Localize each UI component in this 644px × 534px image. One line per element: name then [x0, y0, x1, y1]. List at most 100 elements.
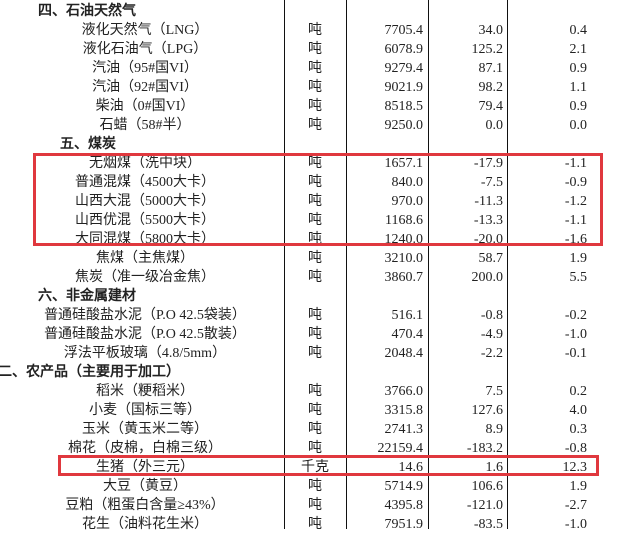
column-divider — [284, 0, 285, 529]
item-name: 汽油（95#国VI） — [92, 61, 198, 76]
price: 7705.4 — [384, 23, 424, 38]
unit: 千克 — [301, 460, 329, 475]
change: -121.0 — [466, 498, 503, 513]
unit: 吨 — [308, 232, 322, 247]
unit: 吨 — [308, 194, 322, 209]
item-name: 柴油（0#国VI） — [95, 99, 195, 114]
change: 98.2 — [478, 80, 504, 95]
table-row: 石蜡（58#半） 吨 9250.0 0.0 0.0 — [0, 116, 644, 135]
table-row: 汽油（95#国VI） 吨 9279.4 87.1 0.9 — [0, 59, 644, 78]
price: 840.0 — [391, 175, 424, 190]
price: 3860.7 — [384, 270, 424, 285]
change: -13.3 — [473, 213, 503, 228]
change-percent: 0.9 — [569, 99, 588, 114]
price: 4395.8 — [384, 498, 424, 513]
price: 5714.9 — [384, 479, 424, 494]
change-percent: 1.9 — [569, 251, 588, 266]
item-name: 大豆（黄豆） — [103, 479, 187, 494]
change-percent: -1.0 — [564, 517, 587, 532]
section-header-row: 四、石油天然气 — [0, 2, 644, 21]
item-name: 液化石油气（LPG） — [82, 42, 208, 57]
change: 34.0 — [478, 23, 504, 38]
table-row: 棉花（皮棉，白棉三级） 吨 22159.4 -183.2 -0.8 — [0, 439, 644, 458]
change-percent: -0.9 — [564, 175, 587, 190]
item-name: 小麦（国标三等） — [89, 403, 201, 418]
section-header-row: 六、非金属建材 — [0, 287, 644, 306]
change: 58.7 — [478, 251, 504, 266]
change-percent: 0.0 — [569, 118, 588, 133]
item-name: 山西大混（5000大卡） — [75, 194, 215, 209]
table-row: 山西优混（5500大卡） 吨 1168.6 -13.3 -1.1 — [0, 211, 644, 230]
unit: 吨 — [308, 156, 322, 171]
price: 7951.9 — [384, 517, 424, 532]
item-name: 焦煤（主焦煤） — [96, 251, 194, 266]
price: 6078.9 — [384, 42, 424, 57]
table-row: 大豆（黄豆） 吨 5714.9 106.6 1.9 — [0, 477, 644, 496]
change-percent: -2.7 — [564, 498, 587, 513]
change-percent: 0.2 — [569, 384, 588, 399]
change-percent: -0.1 — [564, 346, 587, 361]
price: 14.6 — [398, 460, 424, 475]
change-percent: -1.6 — [564, 232, 587, 247]
price: 3766.0 — [384, 384, 424, 399]
change-percent: 12.3 — [562, 460, 588, 475]
section-header-row: 二、农产品（主要用于加工） — [0, 363, 644, 382]
item-name: 稻米（粳稻米） — [96, 384, 194, 399]
section-title: 六、非金属建材 — [38, 289, 136, 304]
unit: 吨 — [308, 251, 322, 266]
table-row: 浮法平板玻璃（4.8/5mm） 吨 2048.4 -2.2 -0.1 — [0, 344, 644, 363]
unit: 吨 — [308, 384, 322, 399]
section-title: 五、煤炭 — [60, 137, 116, 152]
table-row: 稻米（粳稻米） 吨 3766.0 7.5 0.2 — [0, 382, 644, 401]
item-name: 汽油（92#国VI） — [92, 80, 198, 95]
unit: 吨 — [308, 422, 322, 437]
change: -11.3 — [474, 194, 503, 209]
item-name: 豆粕（粗蛋白含量≥43%） — [65, 498, 225, 513]
item-name: 山西优混（5500大卡） — [75, 213, 215, 228]
change: 1.6 — [485, 460, 504, 475]
change-percent: -0.8 — [564, 441, 587, 456]
change-percent: 1.9 — [569, 479, 588, 494]
unit: 吨 — [308, 61, 322, 76]
change: -4.9 — [480, 327, 503, 342]
change: 106.6 — [471, 479, 504, 494]
item-name: 石蜡（58#半） — [99, 118, 191, 133]
item-name: 普通硅酸盐水泥（P.O 42.5袋装） — [44, 308, 246, 323]
table-row: 普通硅酸盐水泥（P.O 42.5散装） 吨 470.4 -4.9 -1.0 — [0, 325, 644, 344]
column-divider — [428, 0, 429, 529]
table-row: 大同混煤（5800大卡） 吨 1240.0 -20.0 -1.6 — [0, 230, 644, 249]
table-row: 液化天然气（LNG） 吨 7705.4 34.0 0.4 — [0, 21, 644, 40]
change: -7.5 — [480, 175, 503, 190]
change-percent: -0.2 — [564, 308, 587, 323]
change-percent: 4.0 — [569, 403, 588, 418]
price: 970.0 — [391, 194, 424, 209]
change: 79.4 — [478, 99, 504, 114]
unit: 吨 — [308, 270, 322, 285]
price: 9250.0 — [384, 118, 424, 133]
table-row: 焦炭（准一级冶金焦） 吨 3860.7 200.0 5.5 — [0, 268, 644, 287]
change-percent: 0.4 — [569, 23, 588, 38]
price: 2048.4 — [384, 346, 424, 361]
change-percent: -1.1 — [564, 213, 587, 228]
price: 1240.0 — [384, 232, 424, 247]
change: 127.6 — [471, 403, 504, 418]
unit: 吨 — [308, 441, 322, 456]
change-percent: -1.0 — [564, 327, 587, 342]
change-percent: 0.3 — [569, 422, 588, 437]
unit: 吨 — [308, 42, 322, 57]
table-row: 玉米（黄玉米二等） 吨 2741.3 8.9 0.3 — [0, 420, 644, 439]
table-row: 柴油（0#国VI） 吨 8518.5 79.4 0.9 — [0, 97, 644, 116]
price: 3210.0 — [384, 251, 424, 266]
unit: 吨 — [308, 517, 322, 532]
price: 22159.4 — [377, 441, 424, 456]
change: -2.2 — [480, 346, 503, 361]
table-row: 花生（油料花生米） 吨 7951.9 -83.5 -1.0 — [0, 515, 644, 534]
table-row: 焦煤（主焦煤） 吨 3210.0 58.7 1.9 — [0, 249, 644, 268]
unit: 吨 — [308, 99, 322, 114]
change-percent: 1.1 — [569, 80, 588, 95]
unit: 吨 — [308, 175, 322, 190]
change-percent: 0.9 — [569, 61, 588, 76]
change: 7.5 — [485, 384, 504, 399]
price: 470.4 — [391, 327, 424, 342]
price: 1168.6 — [385, 213, 423, 228]
